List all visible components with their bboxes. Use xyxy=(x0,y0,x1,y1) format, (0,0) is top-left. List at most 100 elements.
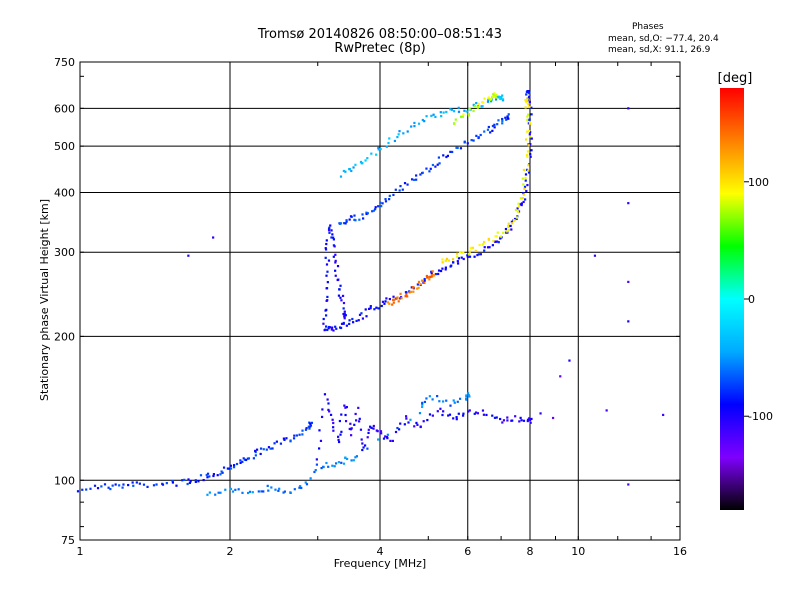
echo-point xyxy=(483,240,486,244)
echo-point xyxy=(348,218,351,221)
echo-point xyxy=(366,436,369,439)
echo-point xyxy=(361,448,364,452)
echo-point xyxy=(374,206,377,209)
echo-point xyxy=(528,417,531,420)
echo-point xyxy=(492,94,495,97)
echo-point xyxy=(430,114,433,117)
echo-point xyxy=(527,113,530,116)
echo-point xyxy=(212,474,215,478)
echo-point xyxy=(339,175,343,178)
echo-point xyxy=(467,410,470,413)
echo-point xyxy=(499,95,502,99)
echo-point xyxy=(466,392,470,395)
echo-point xyxy=(339,296,342,299)
echo-point xyxy=(275,440,278,443)
echo-point xyxy=(344,456,347,459)
echo-point xyxy=(155,483,158,486)
echo-point xyxy=(339,326,343,330)
echo-point xyxy=(122,483,125,486)
colorbar-label: [deg] xyxy=(718,71,753,86)
echo-point xyxy=(382,437,386,440)
echo-point xyxy=(416,287,419,290)
echo-point xyxy=(405,415,408,418)
echo-point xyxy=(396,426,399,430)
echo-point xyxy=(519,416,522,419)
echo-point xyxy=(371,210,374,213)
echo-point xyxy=(429,167,432,170)
echo-point xyxy=(350,169,353,173)
echo-point xyxy=(374,208,377,211)
echo-point xyxy=(298,486,301,489)
echo-point xyxy=(406,183,409,186)
echo-point xyxy=(499,97,502,101)
echo-point xyxy=(415,421,418,425)
echo-point xyxy=(467,112,470,116)
echo-point xyxy=(304,481,307,484)
echo-point xyxy=(463,109,466,112)
echo-point xyxy=(357,319,360,322)
echo-point xyxy=(421,118,424,122)
echo-point xyxy=(331,418,334,421)
echo-point xyxy=(496,240,499,243)
echo-point xyxy=(530,113,533,116)
echo-point xyxy=(434,273,437,276)
echo-point xyxy=(502,419,506,422)
echo-point xyxy=(327,465,330,468)
echo-point xyxy=(89,487,92,490)
echo-point xyxy=(308,427,311,430)
echo-point xyxy=(439,111,442,114)
echo-point xyxy=(326,270,329,273)
echo-point xyxy=(377,307,380,310)
echo-point xyxy=(526,418,530,421)
echo-point xyxy=(325,308,328,311)
echo-point xyxy=(345,324,348,327)
echo-point xyxy=(325,274,328,277)
echo-point xyxy=(343,404,346,407)
echo-point xyxy=(242,457,245,460)
echo-point xyxy=(529,155,532,158)
echo-point xyxy=(516,215,519,218)
echo-point xyxy=(214,493,217,496)
echo-point xyxy=(527,91,530,94)
echo-point xyxy=(526,155,529,158)
echo-point xyxy=(299,485,302,488)
echo-point xyxy=(627,483,630,486)
echo-point xyxy=(489,131,492,134)
echo-point xyxy=(277,489,280,492)
echo-point xyxy=(529,418,532,421)
echo-point xyxy=(446,154,449,157)
echo-point xyxy=(380,304,383,308)
echo-point xyxy=(501,98,505,101)
echo-point xyxy=(354,456,357,459)
echo-point xyxy=(485,413,488,417)
echo-point xyxy=(325,314,328,317)
echo-point xyxy=(244,458,248,462)
echo-point xyxy=(344,413,347,417)
echo-point xyxy=(495,416,498,419)
echo-point xyxy=(372,424,375,428)
echo-point xyxy=(370,152,373,155)
echo-point xyxy=(441,258,444,261)
echo-point xyxy=(494,240,497,243)
echo-point xyxy=(229,487,233,491)
echo-point xyxy=(428,170,431,173)
echo-point xyxy=(526,98,529,101)
stats-x: mean, sd,X: 91.1, 26.9 xyxy=(608,45,711,55)
echo-point xyxy=(224,488,227,491)
echo-point xyxy=(352,459,355,462)
echo-point xyxy=(345,457,349,461)
echo-point xyxy=(448,413,452,416)
echo-point xyxy=(262,448,265,451)
echo-point xyxy=(331,326,334,329)
echo-point xyxy=(392,295,395,298)
echo-point xyxy=(460,256,463,259)
echo-point xyxy=(445,110,448,114)
echo-point xyxy=(327,408,330,411)
echo-point xyxy=(425,115,428,118)
echo-point xyxy=(453,401,456,404)
echo-point xyxy=(257,490,260,493)
echo-point xyxy=(523,187,526,190)
echo-point xyxy=(404,295,407,298)
echo-point xyxy=(479,253,482,256)
echo-point xyxy=(111,484,114,487)
